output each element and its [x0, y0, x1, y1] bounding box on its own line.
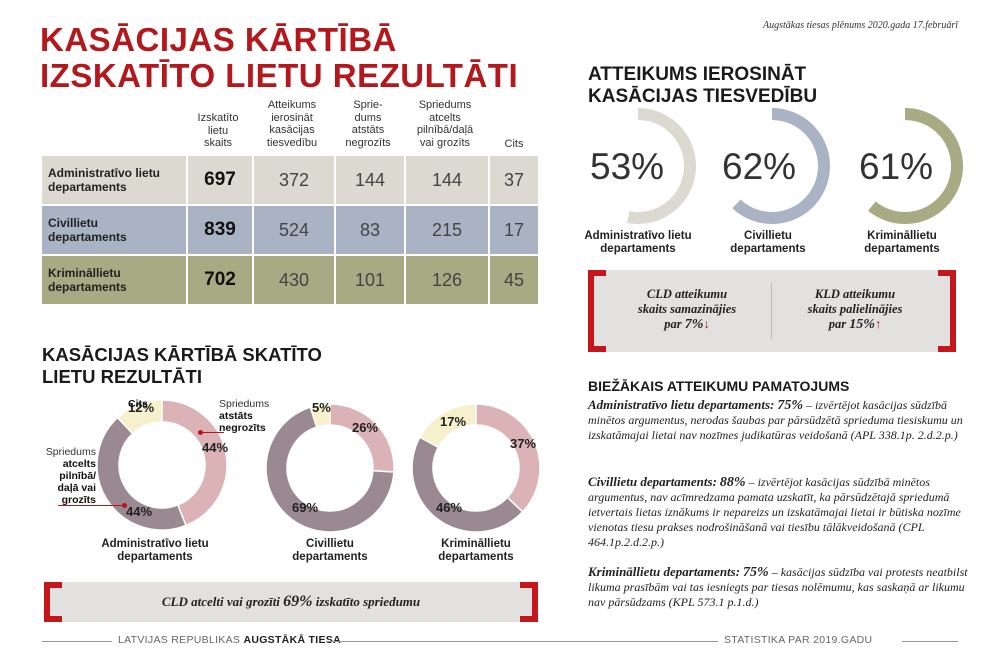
annotation-pointer-dot	[198, 430, 203, 435]
cell-refusal: 430	[252, 256, 334, 304]
results-section-title: KASĀCIJAS KĀRTĪBĀ SKATĪTO LIETU REZULTĀT…	[42, 344, 322, 387]
change-box	[588, 270, 956, 352]
footer-rule-right	[902, 641, 958, 642]
arrow-down-icon: ↓	[703, 317, 710, 331]
cell-other: 37	[488, 156, 538, 204]
footer-rule-left	[42, 641, 112, 642]
col-header-annulled: Spriedums atcelts pilnībā/daļā vai grozī…	[416, 99, 474, 149]
donut-data-label: 44%	[126, 504, 152, 519]
bracket-right	[520, 582, 538, 622]
donut-slice	[418, 403, 477, 449]
cell-refusal: 372	[252, 156, 334, 204]
refusal-section-title: ATTEIKUMS IEROSINĀT KASĀCIJAS TIESVEDĪBU	[588, 64, 818, 107]
donut-slice	[411, 436, 524, 533]
reason-admin: Administratīvo lietu departaments: 75% –…	[588, 397, 963, 442]
donut-data-label: 44%	[202, 440, 228, 455]
page-title-line2: IZSKATĪTO LIETU REZULTĀTI	[40, 57, 519, 94]
reasons-title: BIEŽĀKAIS ATTEIKUMU PAMATOJUMS	[588, 378, 850, 394]
row-dept: Administratīvo lietu departaments	[48, 166, 161, 194]
col-header-other: Cits	[504, 138, 524, 150]
donut-data-label: 17%	[440, 414, 466, 429]
cld-summary-text: CLD atcelti vai grozīti 69% izskatīto sp…	[161, 593, 421, 610]
annotation-annulled: Spriedums atcelts pilnībā/ daļā vai groz…	[45, 446, 96, 506]
donut-slice	[96, 416, 187, 531]
donut-data-label: 37%	[510, 436, 536, 451]
donut-data-label: 46%	[436, 500, 462, 515]
donut-slice	[265, 406, 395, 533]
donut-label-civil: Civillietu departaments	[292, 538, 368, 563]
footer-right: STATISTIKA PAR 2019.GADU	[724, 634, 873, 646]
annotation-pointer-line	[200, 432, 224, 433]
refusal-pct-criminal: 61%	[859, 146, 934, 187]
reason-civil: Civillietu departaments: 88% – izvērtējo…	[588, 474, 961, 549]
donut-data-label: 69%	[292, 500, 318, 515]
page-title: KASĀCIJAS KĀRTĪBĀ IZSKATĪTO LIETU REZULT…	[40, 22, 518, 94]
donut-slice	[475, 403, 541, 513]
footer-left: LATVIJAS REPUBLIKAS AUGSTĀKĀ TIESA	[118, 634, 341, 646]
table-row-admin: Administratīvo lietu departaments 697 372…	[42, 156, 538, 204]
cell-unchanged: 144	[334, 156, 404, 204]
source-note: Augstākas tiesas plēnums 2020.gada 17.fe…	[763, 20, 958, 31]
bracket-left	[44, 582, 62, 622]
bracket-right	[938, 270, 956, 352]
cell-annulled: 126	[404, 256, 488, 304]
change-criminal: KLD atteikumu skaits palielinājies par 1…	[807, 287, 903, 332]
annotation-other: Cits	[128, 398, 148, 410]
donut-label-criminal: Krimināllietu departaments	[438, 538, 514, 563]
cell-other: 45	[488, 256, 538, 304]
cld-summary-bar	[44, 582, 538, 622]
refusal-label-civil: Civillietu departaments	[730, 230, 806, 255]
donut-slice	[309, 403, 331, 429]
donut-slice	[329, 403, 395, 473]
bracket-left	[588, 270, 606, 352]
arrow-up-icon: ↑	[874, 317, 882, 331]
cell-other: 17	[488, 206, 538, 254]
change-civil: CLD atteikumu skaits samazinājies par 7%…	[637, 287, 737, 332]
col-header-total: Izskatīto lietu skaits	[197, 112, 239, 149]
cell-total: 697	[186, 156, 252, 204]
cell-total: 839	[186, 206, 252, 254]
annotation-pointer-line	[58, 505, 124, 506]
refusal-label-admin: Administratīvo lietu departaments	[584, 230, 692, 255]
refusal-label-criminal: Krimināllietu departaments	[864, 230, 940, 255]
cell-annulled: 215	[404, 206, 488, 254]
cell-total: 702	[186, 256, 252, 304]
refusal-pct-civil: 62%	[722, 146, 797, 187]
row-dept: Krimināllietu departaments	[48, 266, 127, 294]
donut-label-admin: Administratīvo lietu departaments	[101, 538, 209, 563]
donut-slice	[161, 399, 228, 527]
cell-annulled: 144	[404, 156, 488, 204]
annotation-pointer-dot	[122, 503, 127, 508]
page-title-line1: KASĀCIJAS KĀRTĪBĀ	[40, 21, 397, 58]
row-dept: Civillietu departaments	[48, 216, 127, 244]
annotation-unchanged: Spriedums atstāts negrozīts	[219, 398, 270, 434]
cell-unchanged: 83	[334, 206, 404, 254]
table-row-civil: Civillietu departaments 839 524 83 215 17	[42, 206, 538, 254]
change-divider	[771, 283, 772, 339]
donut-data-label: 26%	[352, 420, 378, 435]
footer-rule-middle	[326, 641, 718, 642]
reason-criminal: Krimināllietu departaments: 75% – kasāci…	[588, 564, 968, 609]
refusal-pct-admin: 53%	[590, 146, 665, 187]
table-row-criminal: Krimināllietu departaments 702 430 101 12…	[42, 256, 538, 304]
cell-unchanged: 101	[334, 256, 404, 304]
donut-data-label: 5%	[312, 400, 331, 415]
cell-refusal: 524	[252, 206, 334, 254]
col-header-refusal: Atteikums ierosināt kasācijas tiesvedību	[266, 99, 318, 149]
col-header-unchanged: Sprie- dums atstāts negrozīts	[345, 99, 391, 149]
